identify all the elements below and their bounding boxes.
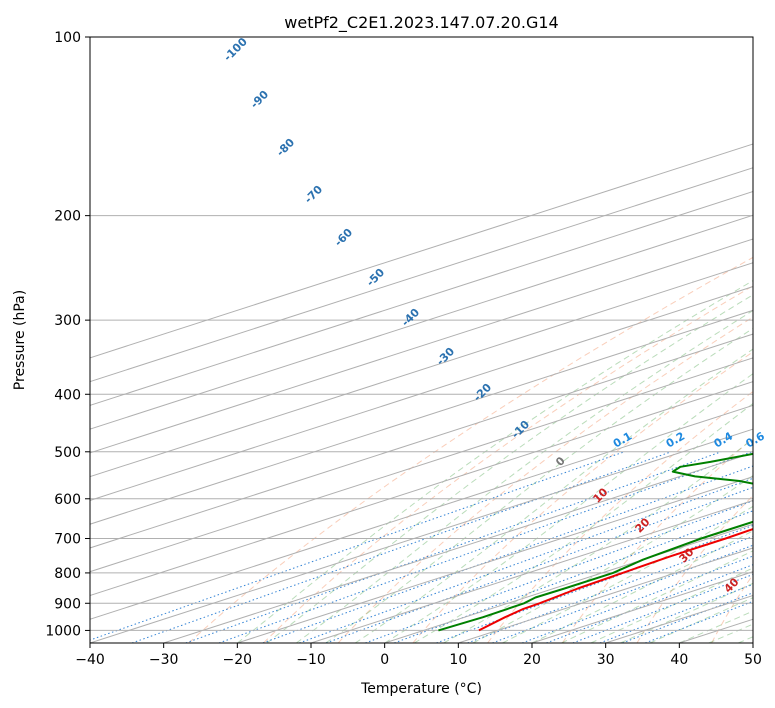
dry-adiabat: [412, 351, 753, 643]
mixing-ratio-line: [262, 465, 753, 643]
moist-adiabat: [472, 474, 753, 643]
isotherm-line: [310, 499, 753, 643]
y-tick-label: 900: [54, 596, 81, 612]
mixing-ratio-label: 0.6: [744, 429, 768, 450]
dry-adiabat: [636, 494, 753, 643]
y-tick-label: 1000: [45, 623, 81, 639]
dry-adiabat-label: -50: [364, 266, 387, 289]
mixing-ratio-line: [394, 510, 753, 643]
dry-adiabat: [337, 316, 753, 643]
mixing-ratio-line: [599, 583, 753, 643]
isotherm-line: [90, 167, 753, 383]
chart-title: wetPf2_C2E1.2023.147.07.20.G14: [284, 13, 558, 33]
series-line-1: [438, 452, 753, 632]
dry-adiabat-label: -80: [274, 136, 297, 159]
dry-adiabat-label: -70: [302, 183, 325, 206]
moist-adiabat: [738, 636, 753, 643]
mixing-ratio-line: [645, 600, 753, 643]
moist-adiabat: [443, 438, 753, 643]
isotherm-line: [752, 642, 753, 643]
x-tick-label: −10: [296, 652, 326, 668]
isotherm-line: [384, 523, 753, 643]
x-tick-label: 30: [597, 652, 615, 668]
isotherm-line: [90, 238, 753, 454]
y-tick-label: 200: [54, 209, 81, 225]
isotherm-line: [90, 309, 753, 525]
isotherm-line: [90, 286, 753, 501]
y-tick-label: 700: [54, 532, 81, 548]
background-lines: [90, 256, 753, 643]
x-axis-label: Temperature (°C): [360, 681, 482, 697]
moist-adiabat: [620, 582, 753, 643]
y-axis-ticks: 1000 900 800 700 600 500 400 300 200 100: [45, 30, 90, 639]
y-tick-label: 100: [54, 30, 81, 46]
mixing-ratio-line: [467, 535, 753, 643]
isotherm-line: [163, 452, 753, 643]
y-tick-label: 600: [54, 492, 81, 508]
moist-adiabat: [531, 530, 753, 643]
dry-adiabat-label: -60: [332, 226, 355, 249]
dry-adiabat-label: -10: [509, 418, 532, 441]
isotherm-line: [90, 214, 753, 430]
dry-adiabat: [711, 573, 753, 643]
dry-adiabat-label: -40: [399, 306, 422, 329]
plot-frame: [89, 36, 754, 644]
mixing-ratio-label: 0.1: [611, 429, 634, 450]
moist-adiabat-label: 40: [722, 575, 742, 595]
mixing-ratio-line: [572, 573, 753, 643]
mixing-ratio-line: [492, 544, 753, 643]
moist-adiabat: [296, 309, 753, 643]
y-tick-label: 500: [54, 445, 81, 461]
mixing-ratio-line: [436, 524, 753, 643]
isotherm-line: [90, 190, 753, 406]
x-tick-label: 0: [380, 652, 389, 668]
y-axis-label: Pressure (hPa): [12, 290, 28, 390]
x-tick-label: −30: [149, 652, 179, 668]
isotherm-line: [458, 547, 753, 643]
dry-adiabat-label: -90: [248, 88, 271, 111]
moist-adiabat-label: 20: [633, 515, 653, 535]
isotherm-line: [90, 428, 753, 643]
moist-adiabat: [708, 623, 753, 643]
mixing-ratio-line: [299, 477, 753, 643]
profile-series: [438, 452, 753, 632]
isotherm-line: [90, 357, 753, 573]
isotherm-line: [90, 381, 753, 596]
mixing-ratio-label: 0.4: [712, 429, 736, 450]
moist-adiabat: [413, 402, 753, 643]
mixing-ratio-line: [185, 451, 722, 643]
x-axis-ticks: −40 −30 −20 −10 0 10 20 30 40 50: [75, 643, 762, 668]
mixing-ratio-line: [131, 451, 672, 643]
moist-adiabat: [354, 348, 753, 643]
x-tick-label: −40: [75, 652, 105, 668]
moist-adiabat: [236, 280, 753, 643]
grid-lines: [90, 37, 753, 643]
y-tick-label: 400: [54, 387, 81, 403]
moist-adiabat: [325, 327, 753, 643]
mixing-ratio-line: [365, 500, 753, 643]
isotherm-line: [90, 333, 753, 549]
moist-adiabat-label: 0: [553, 454, 568, 469]
dry-adiabat-label: -100: [221, 35, 250, 64]
moist-adiabat-label: 10: [591, 485, 611, 505]
x-tick-label: 10: [449, 652, 467, 668]
dry-adiabat: [263, 285, 753, 643]
isotherm-line: [237, 476, 753, 643]
series-line-0: [478, 528, 753, 632]
y-tick-label: 800: [54, 566, 81, 582]
y-tick-label: 300: [54, 313, 81, 329]
isotherm-line: [90, 404, 753, 620]
mixing-ratio-line: [325, 486, 753, 643]
moist-adiabat: [266, 294, 753, 643]
isotherm-line: [90, 262, 753, 478]
x-tick-label: 20: [523, 652, 541, 668]
isotherm-line: [90, 143, 753, 359]
x-tick-label: 50: [744, 652, 762, 668]
x-tick-label: 40: [670, 652, 688, 668]
x-tick-label: −20: [223, 652, 253, 668]
dry-adiabat: [487, 390, 753, 643]
